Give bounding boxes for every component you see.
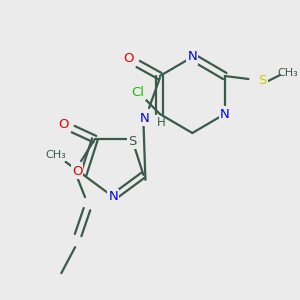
- Text: H: H: [157, 116, 165, 128]
- Text: CH₃: CH₃: [278, 68, 298, 78]
- Text: S: S: [258, 74, 266, 88]
- Text: N: N: [188, 50, 197, 64]
- Text: CH₃: CH₃: [45, 150, 66, 160]
- Text: N: N: [220, 107, 230, 121]
- Text: N: N: [109, 190, 118, 203]
- Text: O: O: [58, 118, 69, 130]
- Text: O: O: [72, 165, 83, 178]
- Text: N: N: [140, 112, 150, 124]
- Text: S: S: [128, 135, 136, 148]
- Text: Cl: Cl: [132, 85, 145, 98]
- Text: O: O: [123, 52, 134, 64]
